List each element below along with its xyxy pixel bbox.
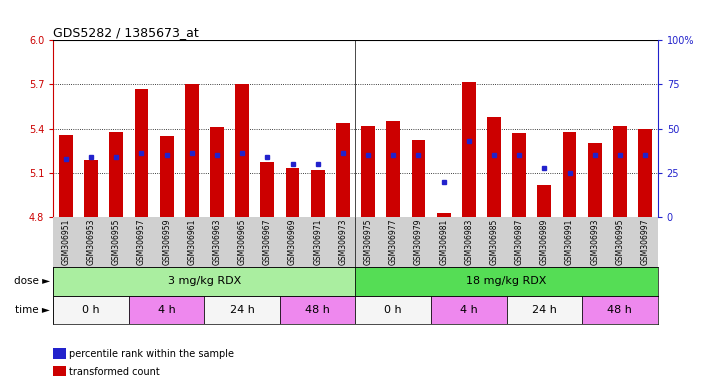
Bar xyxy=(154,217,179,267)
Text: GSM306969: GSM306969 xyxy=(288,218,297,265)
Bar xyxy=(104,217,129,267)
Bar xyxy=(331,217,356,267)
Bar xyxy=(160,136,173,217)
Text: GSM306967: GSM306967 xyxy=(263,218,272,265)
Text: 24 h: 24 h xyxy=(230,305,255,315)
Bar xyxy=(361,126,375,217)
Bar xyxy=(582,296,658,324)
Text: GDS5282 / 1385673_at: GDS5282 / 1385673_at xyxy=(53,26,199,39)
Bar xyxy=(311,170,325,217)
Bar xyxy=(431,296,506,324)
Text: transformed count: transformed count xyxy=(69,367,160,377)
Text: GSM306971: GSM306971 xyxy=(314,218,322,265)
Bar xyxy=(437,213,451,217)
Text: 48 h: 48 h xyxy=(305,305,330,315)
Text: 18 mg/kg RDX: 18 mg/kg RDX xyxy=(466,276,547,286)
Bar xyxy=(431,217,456,267)
Bar xyxy=(607,217,633,267)
Bar xyxy=(286,169,299,217)
Text: GSM306981: GSM306981 xyxy=(439,218,448,265)
Text: GSM306973: GSM306973 xyxy=(338,218,348,265)
Text: GSM306965: GSM306965 xyxy=(237,218,247,265)
Bar xyxy=(386,121,400,217)
Text: 4 h: 4 h xyxy=(158,305,176,315)
Text: GSM306955: GSM306955 xyxy=(112,218,121,265)
Bar xyxy=(633,217,658,267)
Bar xyxy=(255,217,280,267)
Bar xyxy=(260,162,274,217)
Bar xyxy=(538,185,551,217)
Text: GSM306953: GSM306953 xyxy=(87,218,95,265)
Text: GSM306991: GSM306991 xyxy=(565,218,574,265)
Bar xyxy=(185,84,199,217)
Text: 3 mg/kg RDX: 3 mg/kg RDX xyxy=(168,276,241,286)
Bar xyxy=(506,217,532,267)
Bar xyxy=(78,217,104,267)
Bar xyxy=(109,132,123,217)
Text: GSM306959: GSM306959 xyxy=(162,218,171,265)
Text: GSM306951: GSM306951 xyxy=(61,218,70,265)
Bar xyxy=(129,217,154,267)
Bar xyxy=(205,217,230,267)
Bar xyxy=(235,84,249,217)
Text: GSM306975: GSM306975 xyxy=(363,218,373,265)
Text: GSM306979: GSM306979 xyxy=(414,218,423,265)
Text: 0 h: 0 h xyxy=(82,305,100,315)
Text: GSM306987: GSM306987 xyxy=(515,218,524,265)
Bar xyxy=(53,296,129,324)
Bar xyxy=(305,217,331,267)
Bar xyxy=(336,123,350,217)
Bar xyxy=(412,141,425,217)
Text: 0 h: 0 h xyxy=(385,305,402,315)
Bar xyxy=(638,129,652,217)
Bar xyxy=(613,126,627,217)
Bar xyxy=(59,134,73,217)
Bar xyxy=(53,267,356,296)
Text: 48 h: 48 h xyxy=(607,305,632,315)
Text: percentile rank within the sample: percentile rank within the sample xyxy=(69,349,234,359)
Bar xyxy=(356,296,431,324)
Bar xyxy=(356,267,658,296)
Bar xyxy=(462,81,476,217)
Text: 4 h: 4 h xyxy=(460,305,478,315)
Text: GSM306995: GSM306995 xyxy=(616,218,624,265)
Text: GSM306983: GSM306983 xyxy=(464,218,474,265)
Bar xyxy=(487,117,501,217)
Bar xyxy=(506,296,582,324)
Text: 24 h: 24 h xyxy=(532,305,557,315)
Text: GSM306993: GSM306993 xyxy=(590,218,599,265)
Bar xyxy=(210,127,224,217)
Bar xyxy=(582,217,607,267)
Bar xyxy=(84,159,98,217)
Bar xyxy=(512,133,526,217)
Bar xyxy=(179,217,205,267)
Bar xyxy=(230,217,255,267)
Bar xyxy=(562,132,577,217)
Bar xyxy=(280,296,356,324)
Bar xyxy=(557,217,582,267)
Bar xyxy=(588,143,602,217)
Text: dose ►: dose ► xyxy=(14,276,50,286)
Bar xyxy=(406,217,431,267)
Text: time ►: time ► xyxy=(15,305,50,315)
Bar xyxy=(356,217,380,267)
Bar xyxy=(380,217,406,267)
Bar xyxy=(134,89,149,217)
Bar xyxy=(481,217,506,267)
Bar xyxy=(456,217,481,267)
Text: GSM306977: GSM306977 xyxy=(389,218,397,265)
Bar xyxy=(129,296,205,324)
Bar xyxy=(532,217,557,267)
Bar xyxy=(205,296,280,324)
Text: GSM306989: GSM306989 xyxy=(540,218,549,265)
Text: GSM306963: GSM306963 xyxy=(213,218,222,265)
Bar xyxy=(280,217,305,267)
Text: GSM306957: GSM306957 xyxy=(137,218,146,265)
Text: GSM306961: GSM306961 xyxy=(187,218,196,265)
Bar xyxy=(53,217,78,267)
Text: GSM306997: GSM306997 xyxy=(641,218,650,265)
Text: GSM306985: GSM306985 xyxy=(489,218,498,265)
